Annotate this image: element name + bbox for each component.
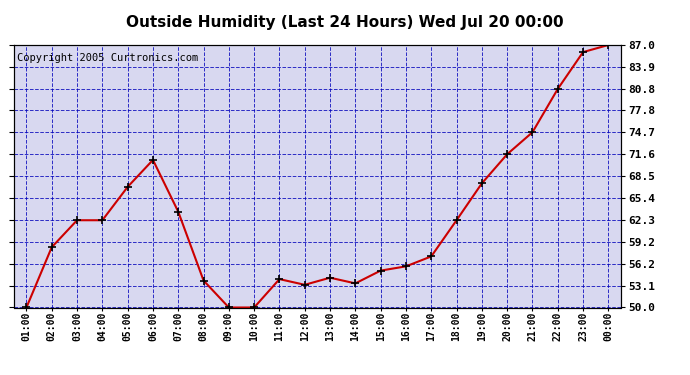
Text: Copyright 2005 Curtronics.com: Copyright 2005 Curtronics.com (17, 53, 198, 63)
Text: Outside Humidity (Last 24 Hours) Wed Jul 20 00:00: Outside Humidity (Last 24 Hours) Wed Jul… (126, 15, 564, 30)
